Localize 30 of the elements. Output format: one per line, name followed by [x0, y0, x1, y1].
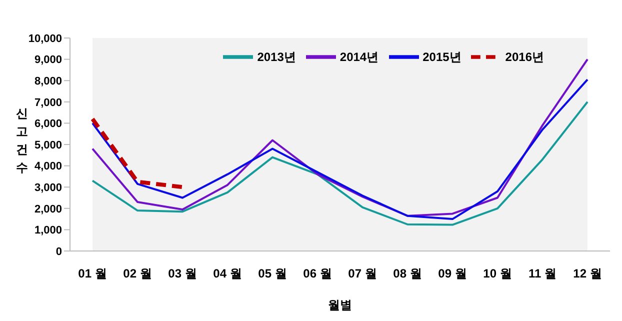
- x-tick-label: 04 월: [213, 266, 242, 281]
- y-tick-label: 8,000: [34, 76, 62, 88]
- x-tick-label: 02 월: [123, 266, 152, 281]
- y-tick-label: 7,000: [34, 96, 62, 109]
- x-tick-label: 07 월: [348, 266, 377, 281]
- y-tick-label: 5,000: [34, 139, 62, 152]
- x-tick-label: 08 월: [393, 266, 422, 281]
- y-tick-label: 3,000: [34, 182, 62, 194]
- x-axis-title: 월별: [328, 298, 352, 312]
- legend-label: 2016년: [505, 50, 544, 64]
- x-tick-label: 01 월: [78, 266, 107, 281]
- y-tick-label: 1,000: [34, 224, 62, 237]
- y-tick-label: 6,000: [34, 118, 62, 130]
- x-tick-label: 09 월: [438, 266, 467, 281]
- y-tick-label: 0: [56, 246, 62, 258]
- y-tick-label: 2,000: [34, 203, 62, 216]
- legend-label: 2014년: [340, 50, 379, 64]
- x-tick-label: 05 월: [258, 266, 287, 281]
- y-tick-label: 4,000: [34, 160, 62, 173]
- legend-label: 2015년: [422, 50, 462, 64]
- x-tick-label: 11 월: [528, 266, 557, 281]
- legend-label: 2013년: [257, 50, 296, 64]
- x-tick-label: 06 월: [303, 266, 332, 281]
- line-series: [92, 100, 588, 226]
- y-axis-title: 신고건수: [16, 106, 28, 174]
- y-tick-label: 9,000: [34, 54, 62, 66]
- x-tick-label: 10 월: [483, 266, 512, 281]
- y-tick-label: 10,000: [28, 32, 62, 45]
- x-tick-label: 03 월: [168, 266, 197, 281]
- x-tick-label: 12 월: [573, 266, 602, 281]
